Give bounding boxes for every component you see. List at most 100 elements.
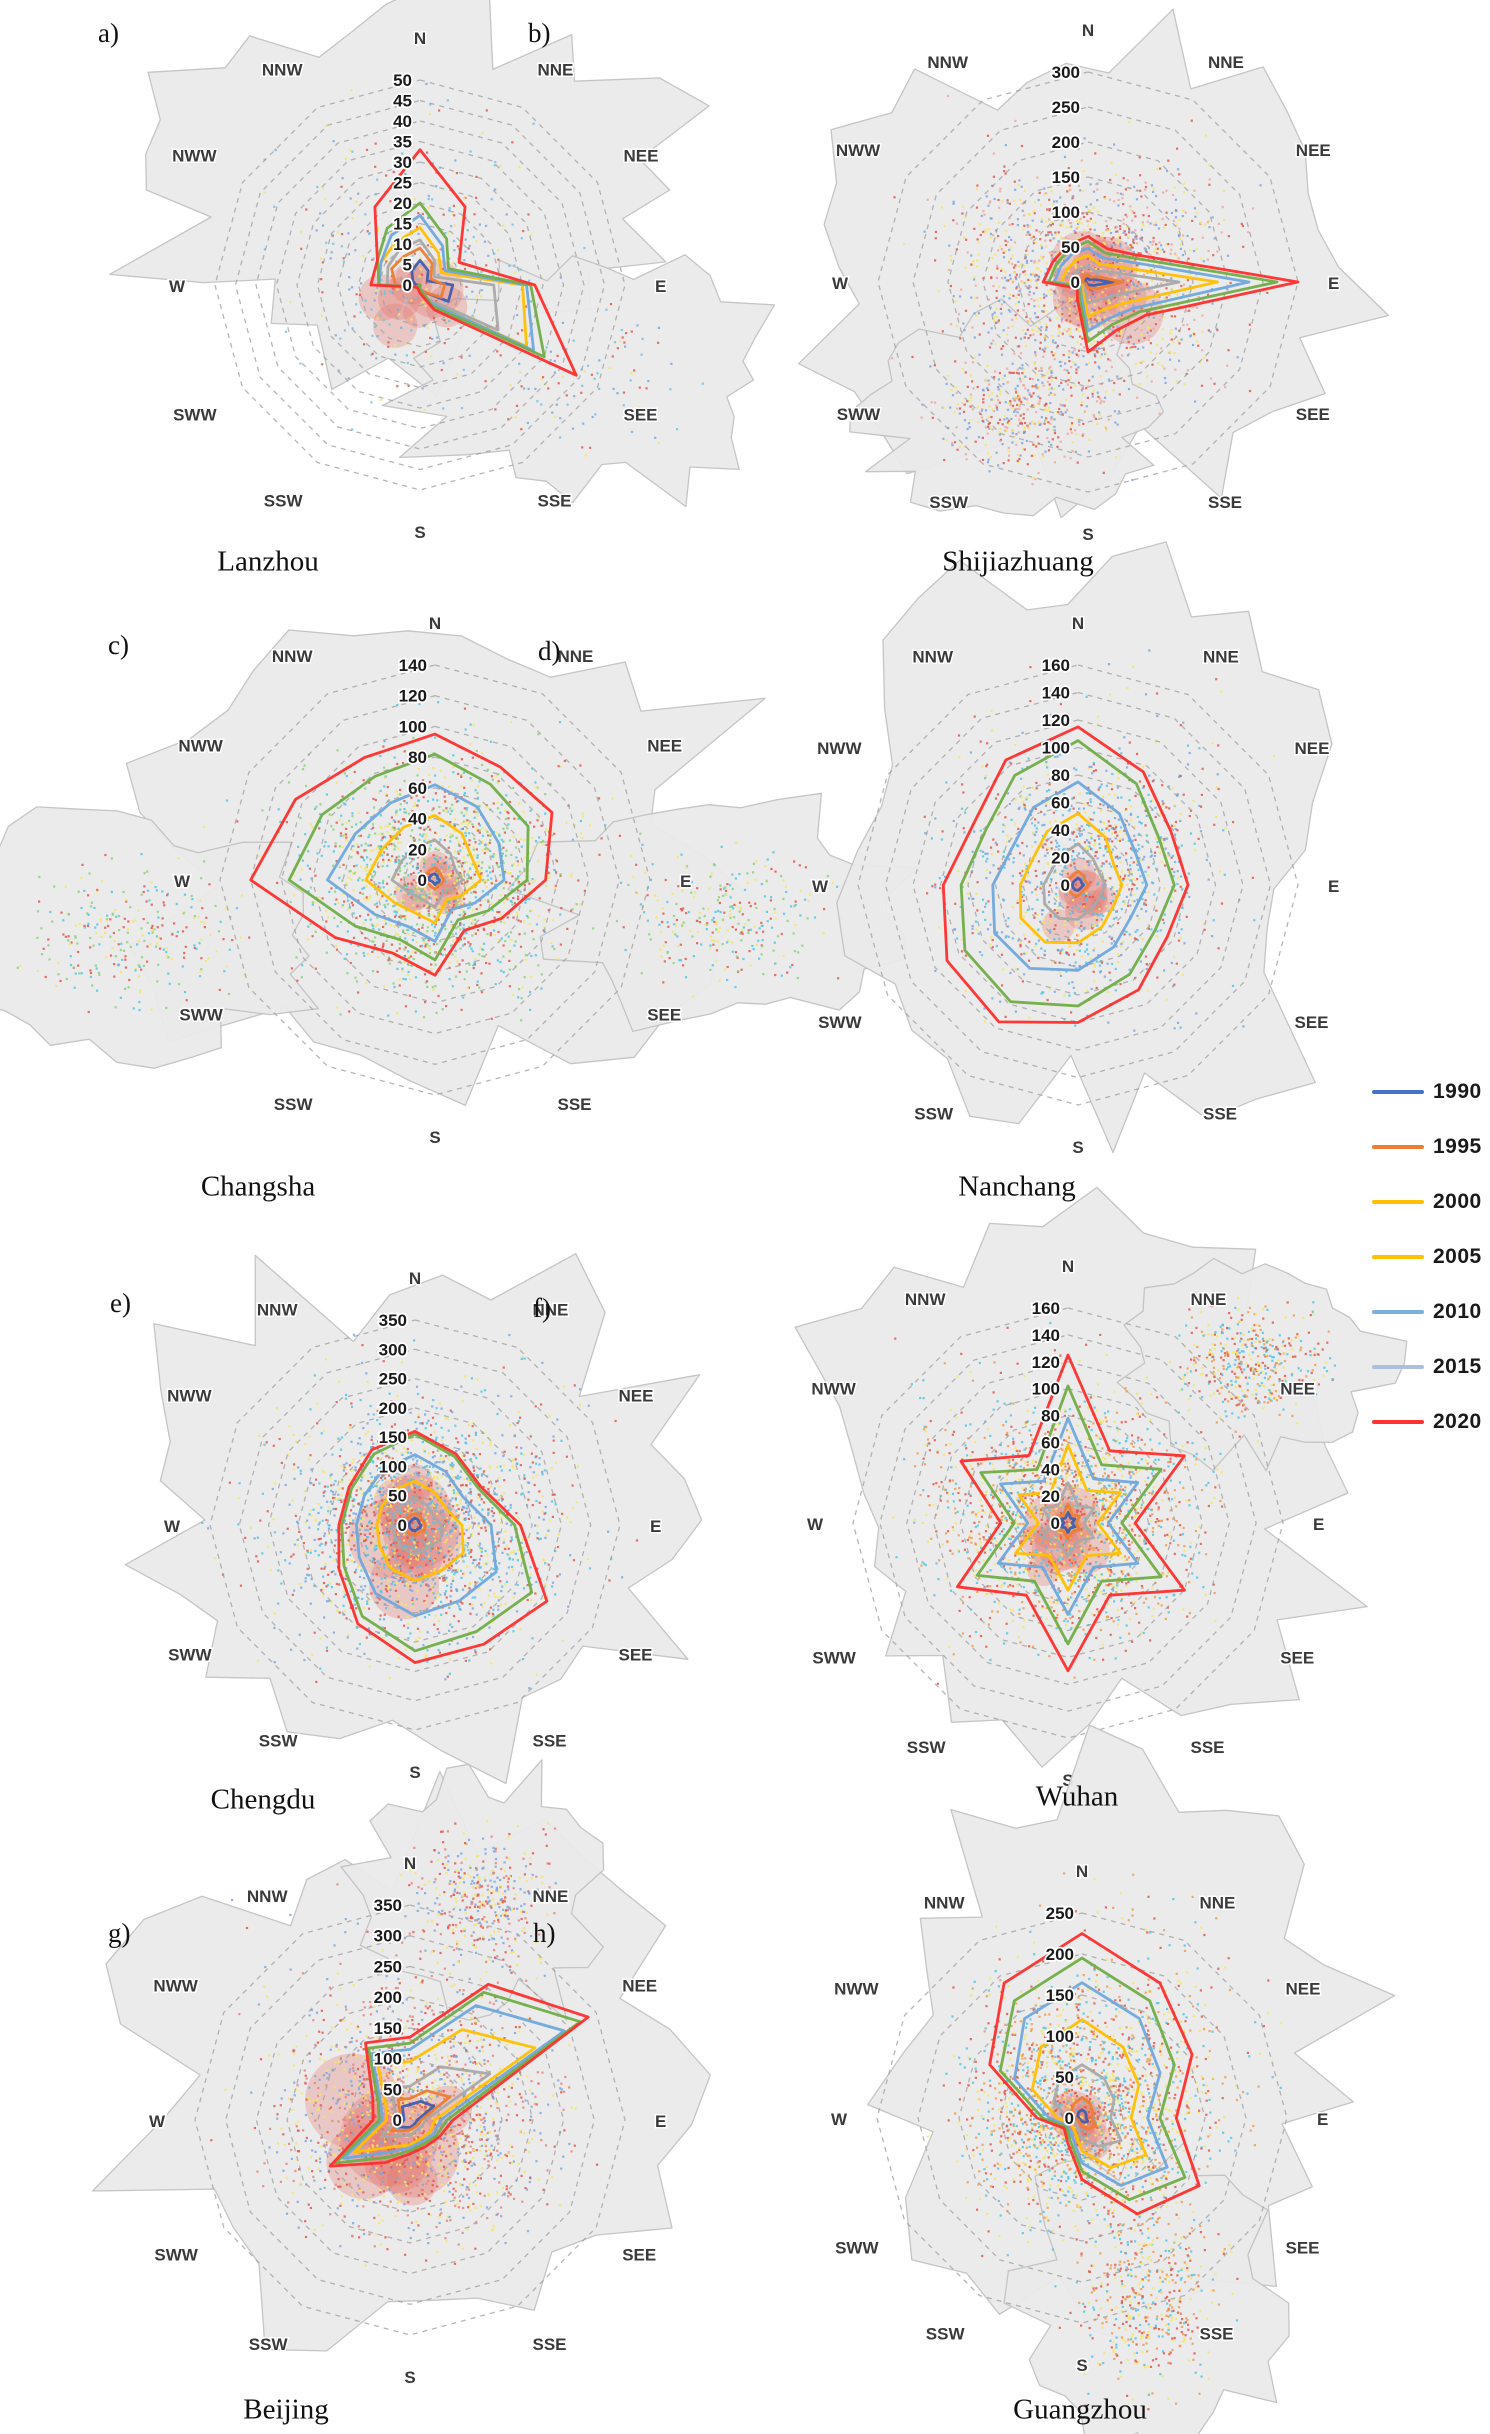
series-2020 [369, 148, 578, 377]
radar-panel-guangzhou: 050100150200250NNNENEEESEESSESSSWSWWWNWW… [829, 1724, 1396, 2434]
series-1995 [389, 2089, 452, 2133]
svg-text:NNW: NNW [927, 53, 969, 72]
svg-text:SEE: SEE [624, 406, 658, 425]
svg-text:SEE: SEE [1296, 405, 1330, 424]
legend-label-2005: 2005 [1433, 1245, 1482, 1268]
svg-text:0: 0 [1071, 273, 1080, 292]
svg-text:60: 60 [408, 779, 427, 798]
svg-text:NWW: NWW [178, 737, 223, 756]
svg-text:W: W [174, 872, 191, 891]
svg-text:25: 25 [393, 174, 412, 193]
svg-text:300: 300 [1052, 63, 1080, 82]
series-2010 [342, 2004, 566, 2160]
legend-item-2005: 2005 [1372, 1245, 1482, 1269]
legend: 1990 1995 2000 2005 2010 2015 2020 [1372, 1080, 1482, 1434]
series-2005 [352, 2028, 537, 2154]
svg-text:20: 20 [393, 194, 412, 213]
map-silhouette [0, 629, 919, 1107]
series-2010 [991, 780, 1149, 972]
map-change-dots [892, 1296, 1336, 1685]
series-2020 [337, 1429, 549, 1664]
city-title-chengdu: Chengdu [210, 1783, 316, 1816]
map-change-dots [926, 1872, 1283, 2411]
legend-item-1990: 1990 [1372, 1080, 1482, 1104]
radial-tick-labels: 0 20 40 60 80 100 120 140 [397, 654, 429, 892]
svg-text:E: E [1328, 274, 1339, 293]
panel-letter-e: e) [110, 1288, 131, 1318]
map-silhouette [794, 1186, 1408, 1768]
series-2005 [364, 814, 483, 925]
svg-text:E: E [680, 872, 691, 891]
city-title-lanzhou: Lanzhou [217, 545, 319, 578]
series-2015 [975, 1384, 1163, 1646]
svg-text:140: 140 [399, 656, 427, 675]
panel-letter-g: g) [108, 1918, 131, 1948]
legend-swatch-2005 [1372, 1255, 1424, 1259]
legend-label-1995: 1995 [1433, 1135, 1482, 1158]
legend-item-2000: 2000 [1372, 1190, 1482, 1214]
series-2010 [1013, 1981, 1169, 2187]
svg-text:250: 250 [1052, 98, 1080, 117]
map-silhouette [108, 0, 776, 508]
series-2000 [1052, 2063, 1123, 2148]
svg-text:SSE: SSE [538, 492, 572, 511]
svg-text:N: N [414, 29, 426, 48]
svg-text:NNW: NNW [262, 61, 304, 80]
svg-text:N: N [1082, 21, 1094, 40]
city-title-shijiazhuang: Shijiazhuang [942, 545, 1094, 578]
series-2005 [375, 1479, 465, 1582]
radar-grid-rings [857, 664, 1299, 1106]
series-2005 [1060, 253, 1219, 319]
svg-text:40: 40 [393, 112, 412, 131]
svg-text:50: 50 [1061, 238, 1080, 257]
city-title-wuhan: Wuhan [1035, 1780, 1119, 1813]
legend-swatch-2010 [1372, 1310, 1424, 1314]
svg-text:NWW: NWW [836, 141, 881, 160]
legend-label-2000: 2000 [1433, 1190, 1482, 1213]
radial-tick-labels: 0 50 100 150 200 250 300 [1050, 61, 1082, 294]
series-2010 [326, 783, 506, 943]
series-1990 [1071, 876, 1085, 892]
svg-text:SEE: SEE [647, 1006, 681, 1025]
radar-series [369, 148, 578, 377]
series-2020 [328, 1982, 590, 2168]
radar-series [337, 1429, 549, 1664]
svg-text:0: 0 [403, 276, 412, 295]
city-title-changsha: Changsha [200, 1170, 316, 1203]
svg-text:40: 40 [408, 810, 427, 829]
legend-label-2015: 2015 [1433, 1355, 1482, 1378]
series-2015 [340, 1432, 534, 1653]
svg-text:W: W [169, 277, 186, 296]
svg-text:120: 120 [399, 687, 427, 706]
svg-text:SSE: SSE [558, 1095, 592, 1114]
radar-panel-shijiazhuang: 0 50 100 150 200 250 300 N NNE NEE E SEE SSE S SSW SWW W… [797, 8, 1390, 546]
radar-grid-rings [876, 1912, 1288, 2324]
svg-text:SSW: SSW [274, 1095, 314, 1114]
series-2000 [390, 1497, 443, 1556]
series-2005 [1030, 2018, 1148, 2170]
legend-swatch-1990 [1372, 1090, 1424, 1094]
svg-text:SWW: SWW [173, 406, 217, 425]
svg-text:S: S [429, 1128, 440, 1147]
series-1990 [1076, 2108, 1090, 2124]
svg-text:0: 0 [418, 871, 427, 890]
series-2000 [379, 2065, 492, 2139]
legend-swatch-2000 [1372, 1200, 1424, 1204]
svg-text:15: 15 [393, 215, 412, 234]
legend-item-1995: 1995 [1372, 1135, 1482, 1159]
svg-text:NNE: NNE [538, 61, 574, 80]
svg-text:SSE: SSE [1208, 493, 1242, 512]
series-2010 [996, 1416, 1140, 1616]
panel-letter-a: a) [98, 18, 119, 48]
radar-panel-nanchang: 020406080100120140160NNNENEEESEESSESSSWS… [810, 541, 1341, 1159]
radar-panel-chengdu: 050100150200250300350NNNENEEESEESSESSSWS… [124, 1253, 703, 1785]
svg-text:S: S [1082, 525, 1093, 544]
